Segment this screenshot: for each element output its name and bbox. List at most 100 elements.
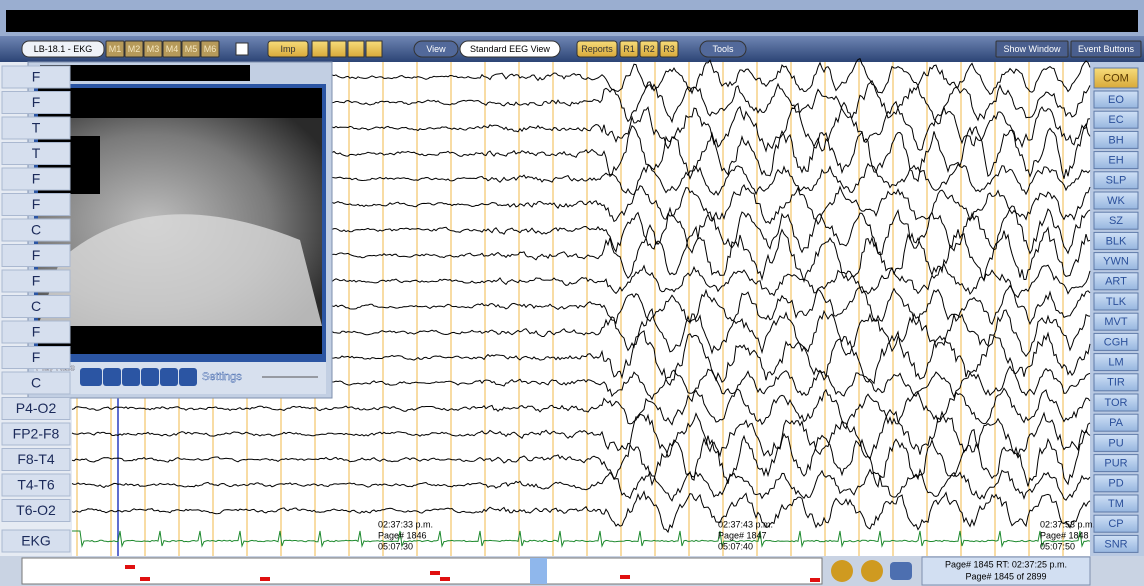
- reports-button-label[interactable]: Reports: [581, 44, 613, 54]
- event-button[interactable]: [1093, 191, 1139, 210]
- clock-time: 02:37:33 p.m.: [378, 519, 433, 529]
- event-button[interactable]: [1093, 534, 1139, 553]
- event-button-label[interactable]: PU: [1108, 437, 1123, 449]
- channel-label: F: [32, 171, 41, 187]
- event-button[interactable]: [1093, 474, 1139, 493]
- report-button[interactable]: [619, 40, 639, 58]
- show-window-button-label[interactable]: Show Window: [1003, 44, 1061, 54]
- event-button-label[interactable]: EO: [1108, 94, 1124, 106]
- view-button-label[interactable]: View: [426, 44, 446, 54]
- event-button-label[interactable]: ART: [1105, 276, 1127, 288]
- event-button-label[interactable]: LM: [1108, 357, 1123, 369]
- marker-button-label[interactable]: M4: [166, 44, 179, 54]
- event-button[interactable]: [1093, 292, 1139, 311]
- next-page-button[interactable]: [861, 560, 883, 582]
- tools-button[interactable]: [699, 40, 747, 58]
- event-button-label[interactable]: PD: [1108, 478, 1123, 490]
- event-button[interactable]: [1093, 211, 1139, 230]
- marker-button[interactable]: [124, 40, 144, 58]
- imp-button-label[interactable]: Imp: [280, 44, 295, 54]
- event-button-label[interactable]: PUR: [1104, 458, 1127, 470]
- report-button-label[interactable]: R3: [663, 44, 675, 54]
- tool-icon[interactable]: [365, 40, 383, 58]
- tool-icon[interactable]: [311, 40, 329, 58]
- event-button[interactable]: [1093, 231, 1139, 250]
- channel-label: T: [32, 145, 41, 161]
- event-button[interactable]: [1093, 373, 1139, 392]
- event-button-label[interactable]: SNR: [1104, 538, 1127, 550]
- event-button[interactable]: [1093, 151, 1139, 170]
- montage-select[interactable]: [21, 40, 105, 58]
- marker-button-label[interactable]: M1: [109, 44, 122, 54]
- event-button-label[interactable]: MVT: [1104, 316, 1128, 328]
- settings-button[interactable]: Settings: [202, 371, 243, 383]
- report-button-label[interactable]: R2: [643, 44, 655, 54]
- event-button[interactable]: [1093, 312, 1139, 331]
- event-button[interactable]: [1093, 514, 1139, 533]
- status-line: Page# 1845 RT: 02:37:25 p.m.: [945, 559, 1067, 569]
- event-button-label[interactable]: TM: [1108, 498, 1124, 510]
- event-button-label[interactable]: TOR: [1104, 397, 1127, 409]
- event-button[interactable]: [1093, 90, 1139, 109]
- event-button-label[interactable]: CP: [1108, 518, 1123, 530]
- event-button-label[interactable]: SLP: [1106, 175, 1127, 187]
- marker-button-label[interactable]: M5: [185, 44, 198, 54]
- show-window-button[interactable]: [995, 40, 1069, 58]
- channel-label: F: [32, 196, 41, 212]
- event-button[interactable]: [1093, 353, 1139, 372]
- tools-button-label[interactable]: Tools: [712, 44, 734, 54]
- marker-checkbox[interactable]: [235, 42, 249, 56]
- event-button-label[interactable]: EH: [1108, 155, 1123, 167]
- event-mark: [140, 577, 150, 581]
- marker-button[interactable]: [143, 40, 163, 58]
- event-button-label[interactable]: BH: [1108, 134, 1123, 146]
- event-button-label[interactable]: SZ: [1109, 215, 1123, 227]
- event-button[interactable]: [1093, 272, 1139, 291]
- event-button[interactable]: [1093, 171, 1139, 190]
- report-button[interactable]: [639, 40, 659, 58]
- montage-select-label[interactable]: LB-18.1 - EKG: [34, 44, 93, 54]
- event-button[interactable]: [1093, 332, 1139, 351]
- view-button[interactable]: [413, 40, 459, 58]
- event-button[interactable]: [1093, 433, 1139, 452]
- imp-button[interactable]: [267, 40, 309, 58]
- event-button-label[interactable]: TIR: [1107, 377, 1125, 389]
- marker-button[interactable]: [162, 40, 182, 58]
- tool-icon[interactable]: [347, 40, 365, 58]
- event-button[interactable]: [1093, 413, 1139, 432]
- event-button-label[interactable]: COM: [1103, 72, 1129, 84]
- marker-button[interactable]: [181, 40, 201, 58]
- view-select[interactable]: [459, 40, 561, 58]
- event-button-label[interactable]: BLK: [1106, 235, 1127, 247]
- event-button-label[interactable]: TLK: [1106, 296, 1127, 308]
- event-button-label[interactable]: WK: [1107, 195, 1125, 207]
- event-buttons-button[interactable]: [1070, 40, 1142, 58]
- elapsed-time: 05:07:50: [1040, 541, 1075, 551]
- page-button[interactable]: [890, 562, 912, 580]
- report-button[interactable]: [659, 40, 679, 58]
- channel-label: T4-T6: [17, 477, 55, 493]
- event-button[interactable]: [1093, 454, 1139, 473]
- event-button[interactable]: [1093, 494, 1139, 513]
- marker-button[interactable]: [200, 40, 220, 58]
- eeg-trace: [71, 428, 1091, 489]
- marker-button[interactable]: [105, 40, 125, 58]
- event-button[interactable]: [1093, 252, 1139, 271]
- report-button-label[interactable]: R1: [623, 44, 635, 54]
- marker-button-label[interactable]: M2: [128, 44, 141, 54]
- marker-button-label[interactable]: M3: [147, 44, 160, 54]
- event-button[interactable]: [1093, 393, 1139, 412]
- event-buttons-button-label[interactable]: Event Buttons: [1078, 44, 1135, 54]
- event-button-label[interactable]: PA: [1109, 417, 1124, 429]
- event-button[interactable]: [1093, 130, 1139, 149]
- event-button[interactable]: [1093, 67, 1139, 89]
- event-button-label[interactable]: EC: [1108, 114, 1123, 126]
- event-button[interactable]: [1093, 110, 1139, 129]
- reports-button[interactable]: [576, 40, 618, 58]
- prev-page-button[interactable]: [831, 560, 853, 582]
- tool-icon[interactable]: [329, 40, 347, 58]
- event-button-label[interactable]: YWN: [1103, 256, 1129, 268]
- marker-button-label[interactable]: M6: [204, 44, 217, 54]
- event-button-label[interactable]: CGH: [1104, 336, 1129, 348]
- view-select-label[interactable]: Standard EEG View: [470, 44, 550, 54]
